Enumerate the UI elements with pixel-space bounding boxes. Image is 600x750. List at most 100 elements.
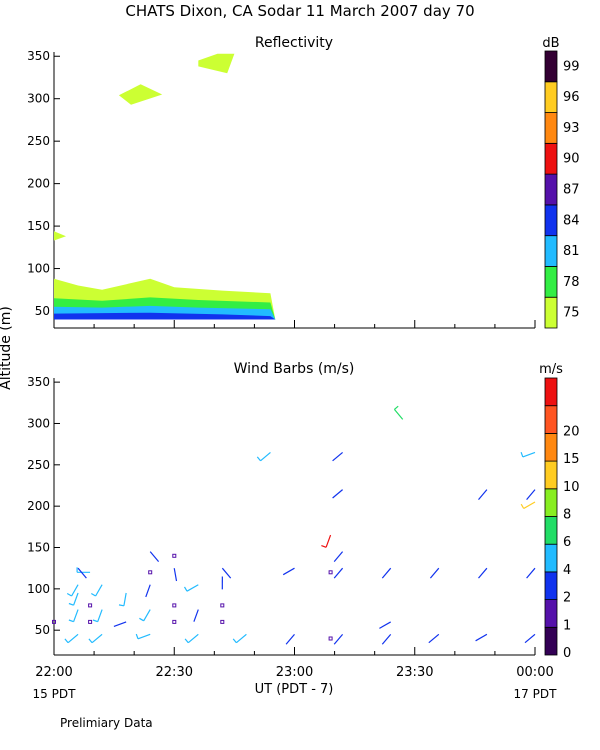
wind-barb-flag [88, 638, 93, 644]
wind-barb [68, 592, 79, 606]
wind-barb [429, 567, 440, 579]
wind-barb [332, 451, 343, 462]
wind-barb [333, 567, 344, 579]
wind-y-tick-label: 150 [27, 541, 50, 555]
wind-barb [139, 609, 151, 622]
wind-barb-staff [113, 621, 127, 627]
wind-colorbar-swatch [544, 377, 558, 407]
x-start-date-label: 15 PDT [33, 687, 77, 701]
reflectivity-colorbar-tick-label: 75 [563, 306, 580, 321]
wind-barb-staff [428, 633, 440, 644]
wind-barb [135, 633, 151, 640]
x-tick-label: 22:00 [35, 665, 72, 680]
wind-barb [221, 567, 232, 579]
wind-colorbar-swatch [544, 599, 558, 628]
wind-barb-staff [333, 551, 344, 562]
wind-barb-staff [145, 584, 151, 598]
wind-barb [232, 633, 247, 644]
wind-barb-staff [260, 451, 271, 462]
wind-barb-staff [379, 621, 391, 629]
wind-barb-staff [429, 567, 440, 579]
reflectivity-y-tick-label: 50 [35, 304, 50, 318]
wind-calm-marker [148, 570, 153, 575]
wind-barb [256, 451, 271, 462]
wind-colorbar-tick-label: 8 [563, 508, 571, 523]
wind-y-tick-label: 200 [27, 499, 50, 513]
wind-calm-marker [52, 619, 56, 624]
wind-barb-staff [193, 609, 199, 622]
reflectivity-colorbar-unit: dB [542, 36, 559, 51]
wind-colorbar-swatch [544, 543, 558, 573]
wind-y-tick-label: 50 [35, 623, 50, 637]
reflectivity-colorbar-tick-label: 84 [563, 213, 580, 228]
wind-barb-staff [333, 567, 344, 579]
wind-barb [145, 584, 151, 598]
wind-barb [90, 584, 103, 597]
wind-colorbar-swatch [544, 626, 558, 656]
wind-barb [393, 405, 404, 420]
wind-colorbar-swatch [544, 571, 558, 601]
wind-barb-staff [73, 592, 79, 606]
wind-barb [282, 567, 295, 576]
wind-barb-staff [73, 609, 79, 622]
wind-barb-staff [95, 584, 103, 597]
wind-barb-staff [325, 534, 332, 548]
wind-colorbar-tick-label: 4 [563, 563, 571, 578]
wind-barb-staff [67, 633, 79, 644]
wind-calm-marker [172, 553, 177, 558]
wind-y-tick-label: 350 [27, 375, 50, 389]
x-axis-label: UT (PDT - 7) [255, 682, 334, 697]
wind-barb-staff [71, 584, 79, 597]
reflectivity-colorbar-tick-label: 78 [563, 275, 580, 290]
plot-area: 5010015020025030035075788184879093969950… [27, 49, 579, 680]
reflectivity-colorbar-swatch [544, 173, 558, 206]
reflectivity-contour-84db [54, 312, 276, 320]
wind-colorbar-swatch [544, 432, 558, 462]
wind-barb-flag [184, 638, 189, 644]
wind-calm-marker [88, 619, 93, 624]
x-tick-label: 22:30 [156, 665, 193, 680]
wind-barb [332, 489, 343, 499]
figure-title: CHATS Dixon, CA Sodar 11 March 2007 day … [125, 2, 474, 20]
wind-barb-staff [333, 633, 344, 645]
y-axis-label: Altitude (m) [0, 306, 14, 390]
reflectivity-panel-title: Reflectivity [255, 35, 333, 51]
wind-colorbar-tick-label: 6 [563, 535, 571, 550]
reflectivity-y-tick-label: 350 [27, 49, 50, 63]
wind-barb-flag [135, 633, 139, 640]
wind-barb [526, 567, 536, 579]
preliminary-data-note: Prelimiary Data [60, 716, 153, 730]
wind-barb-flag [66, 592, 72, 597]
wind-colorbar-tick-label: 10 [563, 480, 580, 495]
wind-barb-flag [68, 602, 74, 606]
wind-calm-marker [172, 603, 177, 608]
reflectivity-colorbar-swatch [544, 112, 558, 144]
wind-barb-staff [77, 567, 87, 579]
wind-barb-staff [285, 633, 295, 645]
wind-colorbar-tick-label: 15 [563, 452, 580, 467]
wind-barb [113, 621, 127, 627]
wind-barb-staff [91, 633, 103, 644]
reflectivity-y-tick-label: 250 [27, 134, 50, 148]
wind-barb-flag [256, 456, 261, 462]
wind-calm-marker [328, 570, 333, 575]
wind-barb-flag [118, 604, 125, 607]
x-tick-label: 00:00 [516, 665, 553, 680]
wind-barb-staff [332, 451, 343, 462]
x-end-date-label: 17 PDT [514, 687, 558, 701]
reflectivity-colorbar-tick-label: 93 [563, 121, 580, 136]
wind-barb-flag [90, 592, 96, 597]
wind-colorbar-tick-label: 1 [563, 618, 571, 633]
wind-barb-flag [92, 619, 98, 623]
wind-colorbar-tick-label: 2 [563, 591, 571, 606]
wind-barb-staff [282, 567, 295, 576]
wind-y-tick-label: 250 [27, 458, 50, 472]
wind-barb [173, 568, 178, 582]
wind-barb [92, 609, 103, 623]
reflectivity-colorbar-swatch [544, 235, 558, 267]
wind-calm-marker [328, 636, 333, 641]
wind-barb [149, 551, 160, 562]
wind-barb-staff [332, 489, 343, 499]
wind-y-tick-label: 100 [27, 582, 50, 596]
